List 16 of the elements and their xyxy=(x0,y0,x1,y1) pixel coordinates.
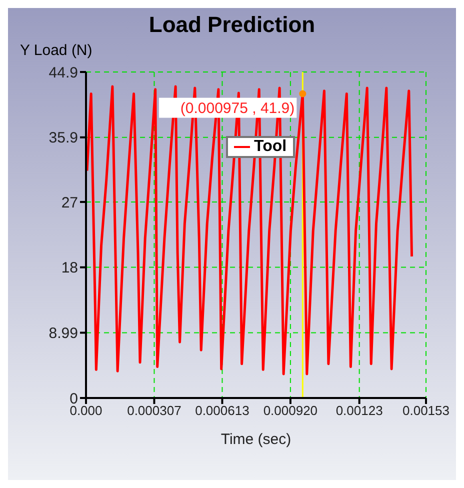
line-series xyxy=(86,85,414,376)
y-tick-label: 8.99 xyxy=(48,325,78,342)
x-tick-label: 0.000920 xyxy=(263,403,318,418)
x-tick-label: 0.00123 xyxy=(336,403,383,418)
y-tick-label: 44.9 xyxy=(48,64,78,82)
x-axis-title: Time (sec) xyxy=(220,431,292,448)
y-tick-label: 27 xyxy=(61,194,78,212)
annotation: (0.000975 , 41.9) xyxy=(180,100,295,117)
x-tick-label: 0.00153 xyxy=(402,403,450,418)
y-axis-title: Y Load (N) xyxy=(20,42,92,59)
x-tick-label: 0.000307 xyxy=(127,403,182,418)
y-tick-label: 35.9 xyxy=(48,130,78,147)
y-tick-label: 18 xyxy=(61,260,78,277)
legend-label: Tool xyxy=(253,138,287,156)
x-tick-label: 0.000613 xyxy=(195,403,250,418)
chart-title: Load Prediction xyxy=(148,12,316,38)
